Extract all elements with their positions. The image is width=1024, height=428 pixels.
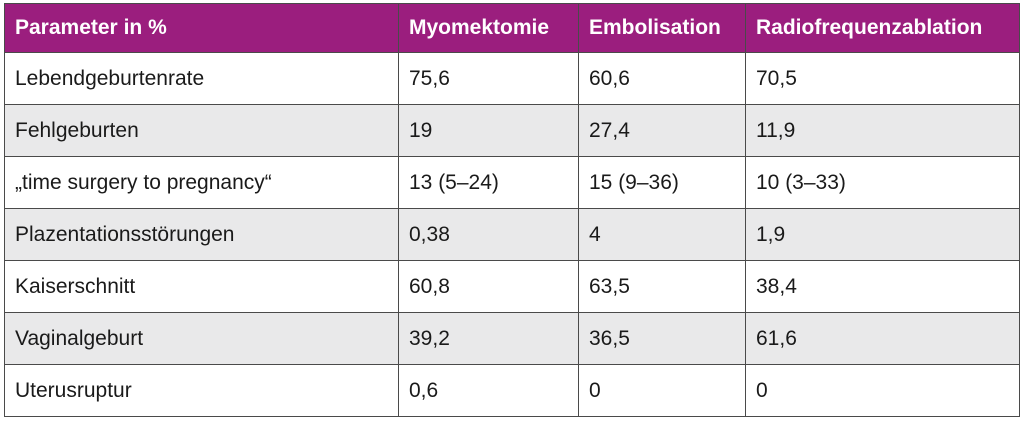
cell-myomektomie: 39,2 bbox=[398, 312, 579, 365]
row-label: Uterusruptur bbox=[4, 364, 399, 417]
comparison-table-container: Parameter in % Myomektomie Embolisation … bbox=[4, 3, 1020, 417]
cell-myomektomie: 60,8 bbox=[398, 260, 579, 313]
table-header: Parameter in % Myomektomie Embolisation … bbox=[4, 3, 1020, 53]
row-label: „time surgery to pregnancy“ bbox=[4, 156, 399, 209]
table-row: Lebendgeburtenrate 75,6 60,6 70,5 bbox=[4, 52, 1020, 105]
cell-embolisation: 15 (9–36) bbox=[578, 156, 746, 209]
cell-embolisation: 60,6 bbox=[578, 52, 746, 105]
cell-embolisation: 27,4 bbox=[578, 104, 746, 157]
cell-radiofrequenzablation: 70,5 bbox=[745, 52, 1020, 105]
cell-myomektomie: 0,38 bbox=[398, 208, 579, 261]
header-row: Parameter in % Myomektomie Embolisation … bbox=[4, 3, 1020, 53]
table-row: Plazentationsstörungen 0,38 4 1,9 bbox=[4, 208, 1020, 261]
cell-radiofrequenzablation: 10 (3–33) bbox=[745, 156, 1020, 209]
header-radiofrequenzablation: Radiofrequenzablation bbox=[745, 3, 1020, 53]
table-row: Fehlgeburten 19 27,4 11,9 bbox=[4, 104, 1020, 157]
row-label: Kaiserschnitt bbox=[4, 260, 399, 313]
row-label: Lebendgeburtenrate bbox=[4, 52, 399, 105]
cell-embolisation: 63,5 bbox=[578, 260, 746, 313]
table-row: Uterusruptur 0,6 0 0 bbox=[4, 364, 1020, 417]
table-row: „time surgery to pregnancy“ 13 (5–24) 15… bbox=[4, 156, 1020, 209]
comparison-table: Parameter in % Myomektomie Embolisation … bbox=[4, 3, 1020, 417]
table-row: Vaginalgeburt 39,2 36,5 61,6 bbox=[4, 312, 1020, 365]
row-label: Plazentationsstörungen bbox=[4, 208, 399, 261]
header-myomektomie: Myomektomie bbox=[398, 3, 579, 53]
cell-embolisation: 0 bbox=[578, 364, 746, 417]
cell-myomektomie: 75,6 bbox=[398, 52, 579, 105]
cell-radiofrequenzablation: 38,4 bbox=[745, 260, 1020, 313]
row-label: Fehlgeburten bbox=[4, 104, 399, 157]
header-embolisation: Embolisation bbox=[578, 3, 746, 53]
cell-myomektomie: 19 bbox=[398, 104, 579, 157]
cell-embolisation: 36,5 bbox=[578, 312, 746, 365]
cell-radiofrequenzablation: 11,9 bbox=[745, 104, 1020, 157]
cell-myomektomie: 0,6 bbox=[398, 364, 579, 417]
header-parameter: Parameter in % bbox=[4, 3, 399, 53]
cell-myomektomie: 13 (5–24) bbox=[398, 156, 579, 209]
cell-embolisation: 4 bbox=[578, 208, 746, 261]
row-label: Vaginalgeburt bbox=[4, 312, 399, 365]
cell-radiofrequenzablation: 0 bbox=[745, 364, 1020, 417]
cell-radiofrequenzablation: 61,6 bbox=[745, 312, 1020, 365]
cell-radiofrequenzablation: 1,9 bbox=[745, 208, 1020, 261]
table-row: Kaiserschnitt 60,8 63,5 38,4 bbox=[4, 260, 1020, 313]
table-body: Lebendgeburtenrate 75,6 60,6 70,5 Fehlge… bbox=[4, 52, 1020, 417]
